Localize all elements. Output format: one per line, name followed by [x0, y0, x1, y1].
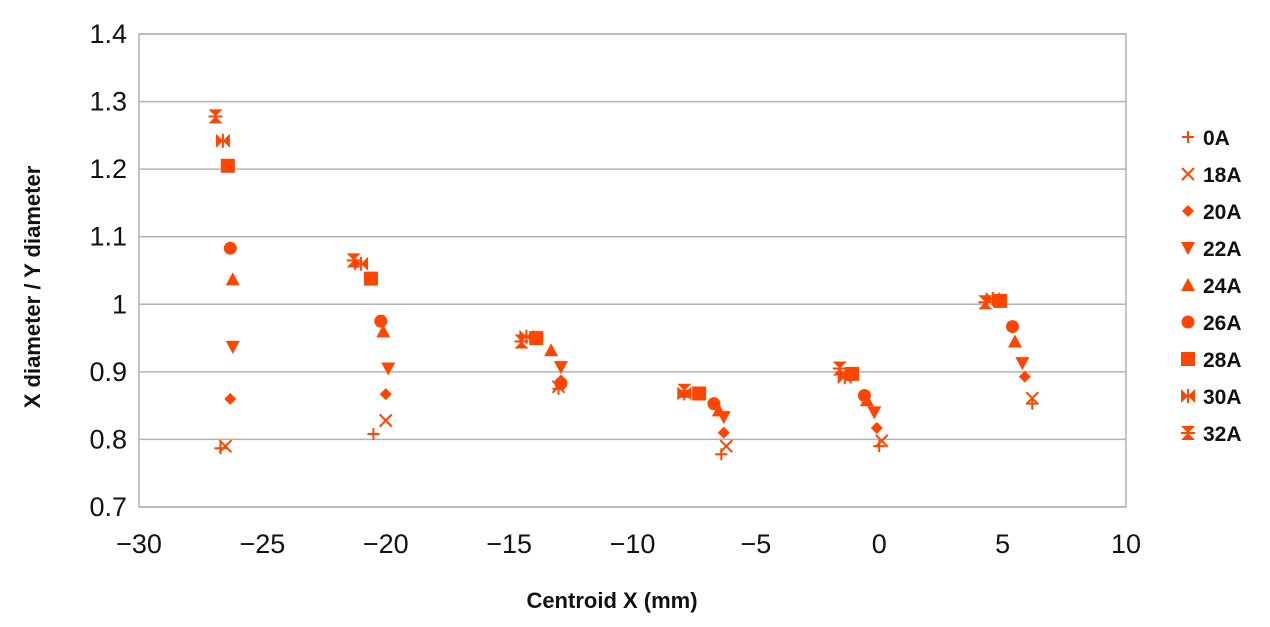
data-point-32a — [677, 383, 692, 398]
data-point-32a — [346, 253, 361, 268]
legend-item-24a: 24A — [1181, 275, 1242, 298]
data-point-18a — [218, 439, 233, 453]
data-point-28a — [363, 271, 378, 286]
data-point-26a — [707, 397, 721, 411]
legend: 0A 18A 20A 22A 24A 26A 28A 30A 32A — [1181, 127, 1242, 446]
data-point-20a — [379, 388, 392, 401]
y-tick-label: 0.7 — [89, 492, 127, 522]
legend-marker — [1182, 205, 1194, 217]
legend-marker — [1181, 426, 1195, 440]
y-tick-label: 1 — [112, 289, 127, 319]
x-tick-label: 10 — [1111, 529, 1141, 559]
legend-item-32a: 32A — [1181, 423, 1242, 446]
y-tick-label: 0.8 — [89, 424, 127, 454]
data-point-26a — [857, 389, 871, 403]
x-tick-label: −30 — [116, 529, 162, 559]
data-point-32a — [978, 295, 993, 310]
y-tick-label: 1.2 — [89, 154, 127, 184]
data-point-22a — [381, 362, 396, 376]
x-tick-label: −15 — [486, 529, 532, 559]
data-point-32a — [832, 361, 847, 376]
data-point-26a — [223, 241, 237, 255]
data-point-20a — [224, 392, 237, 405]
data-point-18a — [875, 434, 889, 448]
legend-marker — [1181, 352, 1195, 366]
data-point-32a — [514, 334, 529, 349]
data-points — [208, 109, 1039, 461]
y-tick-label: 1.4 — [89, 19, 127, 49]
legend-label: 32A — [1203, 423, 1242, 446]
x-tick-label: −25 — [239, 529, 285, 559]
data-point-20a — [870, 421, 883, 434]
x-tick-label: 5 — [995, 529, 1010, 559]
legend-item-22a: 22A — [1181, 238, 1242, 261]
data-point-24a — [376, 324, 391, 338]
data-point-22a — [1015, 357, 1030, 371]
data-point-20a — [717, 426, 730, 439]
legend-marker — [1181, 167, 1195, 181]
data-point-26a — [374, 314, 388, 328]
data-point-30a — [215, 133, 230, 148]
data-point-24a — [1007, 334, 1022, 348]
y-axis-title: X diameter / Y diameter — [20, 165, 45, 408]
data-point-18a — [379, 413, 393, 428]
x-tick-label: −5 — [740, 529, 771, 559]
data-point-28a — [220, 158, 235, 173]
y-tick-label: 1.3 — [89, 87, 127, 117]
legend-marker — [1181, 278, 1195, 291]
legend-marker — [1181, 242, 1195, 255]
legend-item-0a: 0A — [1182, 127, 1230, 150]
data-point-28a — [692, 386, 707, 401]
data-point-20a — [1018, 370, 1031, 383]
legend-marker — [1181, 315, 1195, 329]
data-point-0a — [367, 428, 380, 441]
gridlines — [139, 33, 1126, 508]
data-point-22a — [553, 361, 568, 375]
legend-item-30a: 30A — [1181, 386, 1242, 409]
legend-marker — [1182, 131, 1194, 143]
legend-marker — [1181, 389, 1195, 403]
data-point-24a — [544, 343, 559, 357]
data-point-22a — [225, 340, 240, 354]
data-point-26a — [554, 376, 568, 390]
legend-label: 0A — [1203, 127, 1230, 150]
legend-item-18a: 18A — [1181, 164, 1242, 187]
y-tick-label: 1.1 — [89, 222, 127, 252]
legend-label: 24A — [1203, 275, 1242, 298]
x-axis-title: Centroid X (mm) — [526, 588, 697, 613]
data-point-18a — [719, 439, 733, 453]
x-tick-label: −20 — [363, 529, 409, 559]
legend-label: 18A — [1203, 164, 1242, 187]
axis-tick-labels: 0.7 0.8 0.9 1 1.1 1.2 1.3 1.4 −30 −25 −20 −15 −10 −5 0… — [89, 19, 1141, 559]
x-tick-label: −10 — [610, 529, 656, 559]
x-tick-label: 0 — [872, 529, 887, 559]
data-point-18a — [1025, 391, 1039, 405]
legend-item-20a: 20A — [1182, 201, 1242, 224]
legend-label: 22A — [1203, 238, 1242, 261]
y-tick-label: 0.9 — [89, 357, 127, 387]
legend-label: 20A — [1203, 201, 1242, 224]
legend-item-26a: 26A — [1181, 312, 1242, 335]
data-point-24a — [711, 403, 726, 417]
legend-item-28a: 28A — [1181, 349, 1242, 372]
legend-label: 26A — [1203, 312, 1242, 335]
legend-label: 30A — [1203, 386, 1242, 409]
data-point-26a — [1005, 320, 1019, 334]
legend-label: 28A — [1203, 349, 1242, 372]
data-point-22a — [867, 406, 882, 420]
data-point-32a — [208, 109, 223, 124]
data-point-24a — [225, 272, 240, 286]
plot-area-border — [138, 33, 1127, 508]
